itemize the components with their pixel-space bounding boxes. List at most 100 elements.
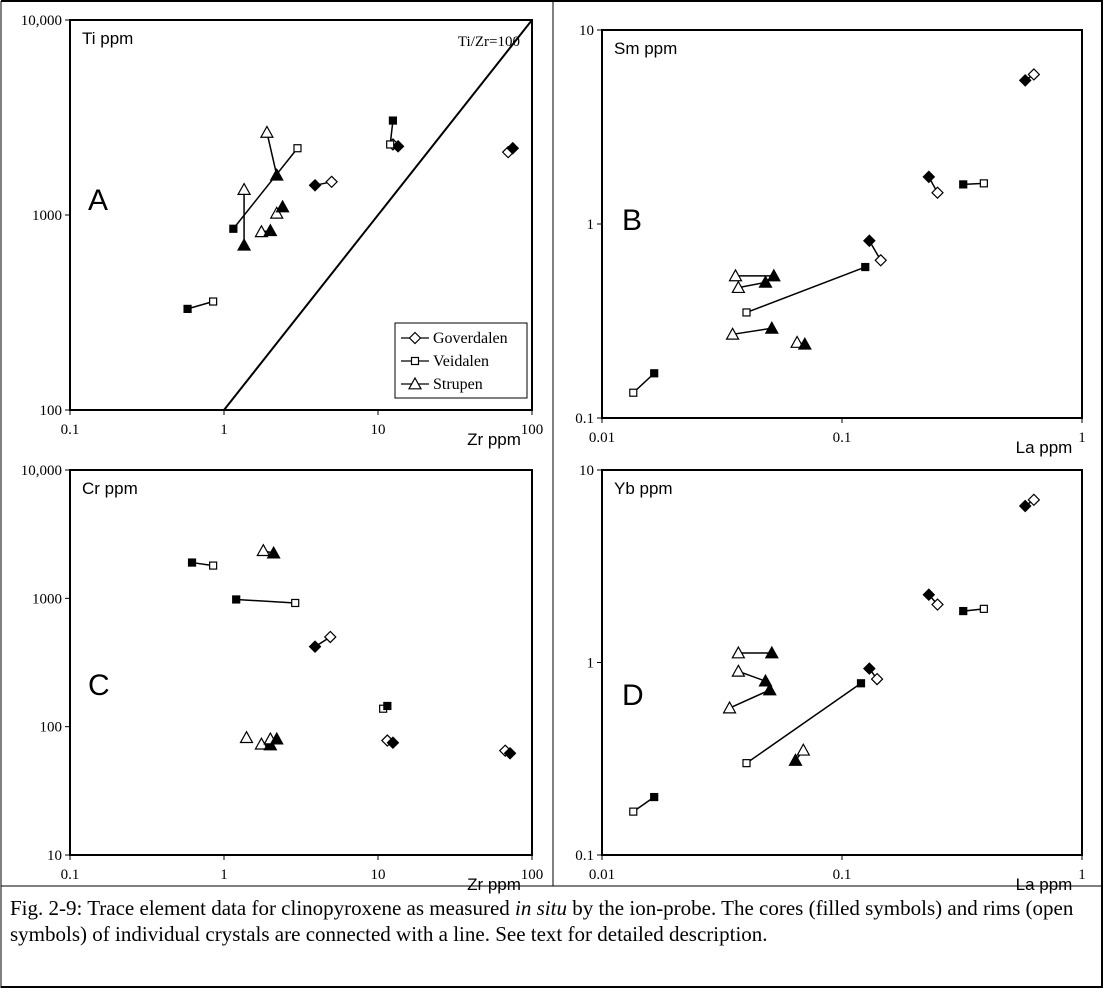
legend: Goverdalen Veidalen Strupen [394, 322, 528, 399]
y-tick-label: 100 [40, 720, 63, 736]
x-tick-label: 1 [1078, 430, 1086, 446]
x-tick-label: 10 [371, 867, 386, 883]
crystal-pair [379, 701, 392, 713]
crystal-pair [959, 179, 988, 189]
core-rim-line [729, 689, 771, 709]
y-axis-label: Cr ppm [82, 479, 138, 498]
figure-caption: Fig. 2-9: Trace element data for clinopy… [10, 895, 1098, 947]
y-axis-label: Sm ppm [614, 39, 677, 58]
panel-d: 0.01 0.1 1 0.1 1 10 Yb ppm La ppm D [575, 463, 1086, 894]
x-tick-label: 10 [371, 422, 386, 438]
crystal-pair [259, 125, 284, 181]
core-rim-line [187, 300, 214, 310]
rim-point [254, 224, 269, 238]
reference-line-label: Ti/Zr=100 [458, 34, 520, 50]
rim-point [237, 182, 252, 195]
legend-symbol [410, 356, 420, 366]
crystal-pair [229, 144, 302, 233]
x-tick-label: 100 [521, 422, 544, 438]
rim-point [742, 308, 751, 317]
y-axis-label: Yb ppm [614, 479, 673, 498]
crystal-pair [731, 645, 779, 659]
crystal-pair [788, 743, 811, 766]
rim-point [1027, 493, 1041, 507]
rim-point [269, 206, 284, 219]
core-rim-line [738, 281, 766, 289]
rim-point [931, 186, 944, 200]
core-point [266, 545, 281, 559]
core-point [788, 753, 803, 766]
y-tick-label: 10,000 [21, 463, 62, 479]
core-point [308, 178, 322, 192]
crystal-pair [239, 730, 254, 744]
crystal-pair [183, 297, 218, 313]
x-tick-label: 1 [220, 422, 228, 438]
core-point [1018, 74, 1032, 87]
core-point [388, 116, 398, 125]
core-point [506, 141, 520, 155]
y-axis-label: Ti ppm [82, 29, 133, 48]
x-tick-label: 0.1 [61, 422, 80, 438]
y-tick-label: 0.1 [575, 411, 594, 427]
core-point [1018, 499, 1032, 513]
rim-point [790, 335, 805, 348]
core-point [183, 304, 192, 313]
panel-c: 0.1 1 10 100 10 100 1000 10,000 Cr ppm Zr ppm C [21, 463, 544, 894]
panel-letter: B [622, 204, 642, 237]
core-point [758, 673, 773, 687]
rim-point [1027, 68, 1041, 81]
legend-label: Goverdalen [433, 330, 508, 347]
crystal-pair [862, 234, 888, 267]
rim-point [256, 543, 271, 557]
core-point [862, 662, 876, 675]
core-point [503, 746, 517, 760]
core-rim-line [266, 132, 278, 176]
crystal-pair [269, 199, 290, 219]
core-point [383, 701, 392, 711]
core-rim-line [732, 327, 772, 336]
core-point [229, 224, 238, 233]
plot-frame [69, 469, 533, 856]
crystal-pair [862, 662, 884, 686]
caption-suffix: by the ion-probe. The cores (filled symb… [10, 896, 1074, 946]
panels: 0.1 1 10 100 100 1000 10,000 Ti ppm Zr ppm A Ti/Zr… [21, 13, 1086, 894]
panel-letter: D [622, 679, 644, 712]
crystal-pair [380, 734, 400, 750]
x-tick-label: 0.01 [589, 867, 615, 883]
core-point [232, 595, 241, 604]
panel-a: 0.1 1 10 100 100 1000 10,000 Ti ppm Zr ppm A Ti/Zr… [21, 13, 544, 449]
core-point [766, 268, 781, 282]
rim-point [293, 144, 302, 153]
core-point [650, 369, 659, 378]
crystal-pair [501, 141, 520, 159]
x-axis-label: La ppm [1016, 438, 1073, 457]
panel-letter: C [88, 669, 110, 702]
rim-point [725, 327, 740, 340]
core-point [386, 736, 400, 750]
plot-frame [601, 29, 1083, 419]
core-point [922, 588, 936, 602]
y-tick-label: 1000 [32, 208, 62, 224]
rim-point [209, 561, 218, 570]
crystal-pair [263, 731, 284, 745]
core-point [959, 606, 968, 616]
x-tick-label: 1 [1078, 867, 1086, 883]
rim-point [728, 268, 743, 282]
crystal-pair [728, 268, 781, 282]
legend-symbol [407, 376, 423, 390]
x-axis-label: Zr ppm [467, 875, 521, 894]
crystal-pair [742, 679, 866, 768]
crystal-pair [629, 369, 659, 397]
core-point [758, 275, 773, 288]
caption-prefix: Fig. 2-9: Trace element data for clinopy… [10, 896, 516, 920]
y-tick-label: 10 [47, 848, 62, 864]
core-point [269, 731, 284, 745]
x-tick-label: 0.1 [833, 867, 852, 883]
core-point [856, 679, 866, 688]
reference-line [223, 19, 533, 411]
rim-point [209, 297, 218, 306]
core-rim-line [746, 266, 866, 314]
rim-point [386, 140, 395, 149]
crystal-pair [790, 335, 812, 350]
core-point [862, 234, 876, 248]
